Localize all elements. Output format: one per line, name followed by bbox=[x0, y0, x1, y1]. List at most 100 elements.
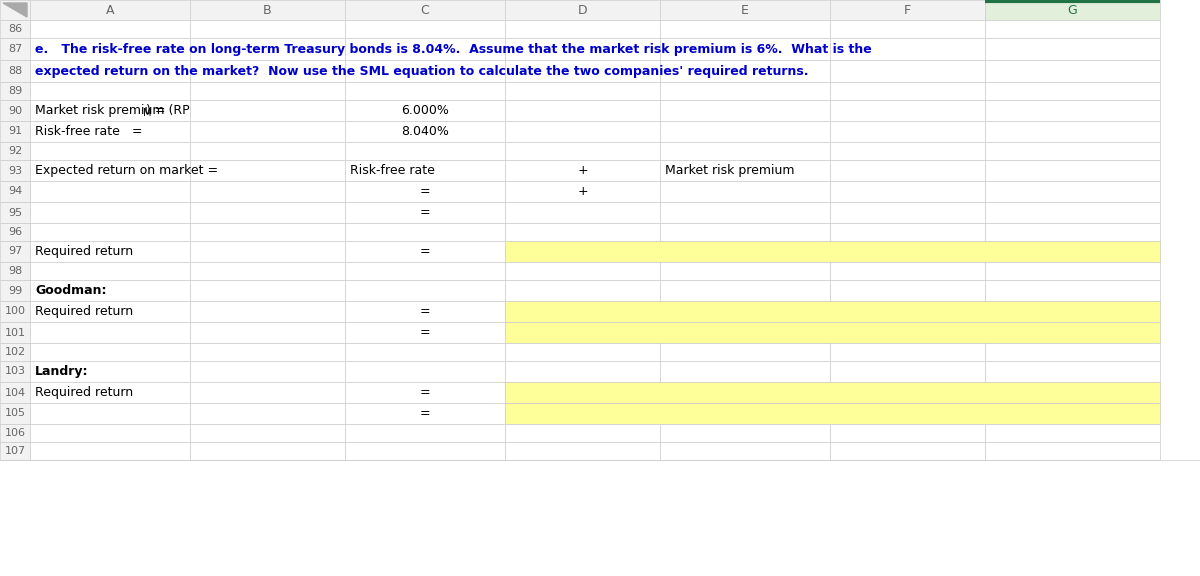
Bar bbox=[505, 38, 660, 60]
Bar bbox=[30, 301, 190, 322]
Bar bbox=[30, 322, 190, 343]
Text: 103: 103 bbox=[5, 366, 25, 377]
Bar bbox=[830, 121, 985, 142]
Bar bbox=[830, 223, 985, 241]
Bar bbox=[346, 100, 505, 121]
Bar bbox=[190, 301, 346, 322]
Bar bbox=[0, 442, 30, 460]
Bar bbox=[346, 424, 505, 442]
Bar bbox=[30, 100, 190, 121]
Text: 94: 94 bbox=[8, 187, 22, 196]
Bar bbox=[660, 202, 830, 223]
Bar bbox=[30, 0, 190, 20]
Bar bbox=[505, 0, 660, 20]
Bar bbox=[190, 0, 346, 20]
Text: expected return on the market?  Now use the SML equation to calculate the two co: expected return on the market? Now use t… bbox=[35, 65, 809, 78]
Bar bbox=[830, 241, 985, 262]
Bar bbox=[190, 424, 346, 442]
Bar bbox=[985, 202, 1160, 223]
Text: 93: 93 bbox=[8, 165, 22, 176]
Bar bbox=[505, 181, 660, 202]
Bar bbox=[30, 38, 190, 60]
Bar bbox=[660, 0, 830, 20]
Bar bbox=[0, 403, 30, 424]
Bar bbox=[985, 142, 1160, 160]
Bar bbox=[346, 382, 505, 403]
Bar bbox=[505, 322, 1160, 343]
Text: Market risk premium: Market risk premium bbox=[665, 164, 794, 177]
Bar bbox=[505, 322, 660, 343]
Bar bbox=[30, 361, 190, 382]
Bar bbox=[505, 160, 660, 181]
Bar bbox=[985, 82, 1160, 100]
Text: A: A bbox=[106, 3, 114, 17]
Bar bbox=[830, 403, 985, 424]
Bar bbox=[660, 100, 830, 121]
Bar bbox=[346, 322, 505, 343]
Text: =: = bbox=[420, 305, 431, 318]
Bar bbox=[190, 82, 346, 100]
Text: =: = bbox=[420, 407, 431, 420]
Bar bbox=[985, 343, 1160, 361]
Bar bbox=[0, 322, 30, 343]
Bar bbox=[830, 100, 985, 121]
Bar bbox=[505, 301, 1160, 322]
Bar bbox=[505, 382, 660, 403]
Bar bbox=[346, 301, 505, 322]
Bar bbox=[505, 301, 660, 322]
Bar bbox=[660, 403, 830, 424]
Text: 98: 98 bbox=[8, 266, 22, 276]
Bar bbox=[346, 82, 505, 100]
Bar bbox=[505, 202, 660, 223]
Bar bbox=[660, 160, 830, 181]
Bar bbox=[30, 82, 190, 100]
Bar bbox=[505, 223, 660, 241]
Bar bbox=[830, 343, 985, 361]
Bar bbox=[30, 121, 190, 142]
Bar bbox=[985, 262, 1160, 280]
Bar bbox=[505, 20, 660, 38]
Text: D: D bbox=[577, 3, 587, 17]
Text: =: = bbox=[420, 386, 431, 399]
Bar bbox=[505, 100, 660, 121]
Bar bbox=[830, 60, 985, 82]
Bar bbox=[830, 20, 985, 38]
Text: 88: 88 bbox=[8, 66, 22, 76]
Bar bbox=[30, 181, 190, 202]
Bar bbox=[30, 202, 190, 223]
Bar bbox=[505, 403, 660, 424]
Text: 104: 104 bbox=[5, 388, 25, 397]
Bar bbox=[660, 241, 830, 262]
Bar bbox=[985, 181, 1160, 202]
Bar bbox=[985, 322, 1160, 343]
Text: 90: 90 bbox=[8, 105, 22, 116]
Bar bbox=[830, 442, 985, 460]
Bar bbox=[0, 361, 30, 382]
Bar bbox=[830, 38, 985, 60]
Bar bbox=[660, 301, 830, 322]
Bar bbox=[190, 100, 346, 121]
Bar bbox=[190, 181, 346, 202]
Bar bbox=[190, 262, 346, 280]
Text: =: = bbox=[420, 326, 431, 339]
Bar bbox=[0, 223, 30, 241]
Text: F: F bbox=[904, 3, 911, 17]
Bar bbox=[190, 202, 346, 223]
Bar bbox=[30, 262, 190, 280]
Bar bbox=[505, 442, 660, 460]
Bar bbox=[505, 424, 660, 442]
Text: 8.040%: 8.040% bbox=[401, 125, 449, 138]
Bar bbox=[985, 301, 1160, 322]
Text: 95: 95 bbox=[8, 207, 22, 218]
Bar bbox=[660, 424, 830, 442]
Bar bbox=[346, 38, 505, 60]
Text: e.   The risk-free rate on long-term Treasury bonds is 8.04%.  Assume that the m: e. The risk-free rate on long-term Treas… bbox=[35, 43, 871, 55]
Text: 102: 102 bbox=[5, 347, 25, 357]
Bar bbox=[830, 142, 985, 160]
Bar bbox=[0, 20, 30, 38]
Bar bbox=[660, 343, 830, 361]
Bar bbox=[190, 322, 346, 343]
Text: =: = bbox=[420, 185, 431, 198]
Bar bbox=[190, 241, 346, 262]
Bar bbox=[0, 280, 30, 301]
